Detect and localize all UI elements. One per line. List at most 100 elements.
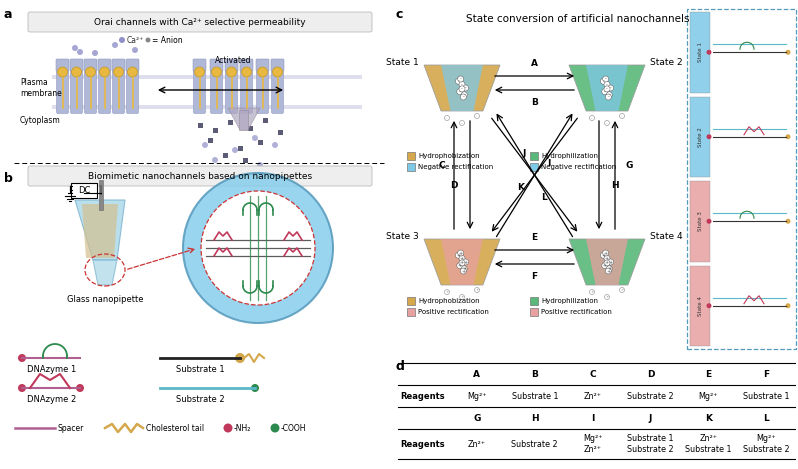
Text: -: - (463, 94, 464, 99)
Bar (243, 158, 247, 162)
Bar (690, 97, 710, 177)
Text: Mg²⁺
Zn²⁺: Mg²⁺ Zn²⁺ (583, 434, 602, 454)
Text: a: a (4, 8, 13, 21)
Polygon shape (424, 65, 500, 111)
Text: -: - (446, 116, 448, 120)
Circle shape (590, 289, 595, 295)
Text: State 2: State 2 (650, 58, 682, 67)
FancyBboxPatch shape (28, 12, 372, 32)
Circle shape (602, 76, 609, 82)
Text: +: + (461, 268, 465, 273)
Text: -: - (591, 116, 593, 120)
Circle shape (619, 287, 625, 293)
Polygon shape (569, 65, 645, 111)
Circle shape (460, 94, 466, 100)
FancyBboxPatch shape (271, 59, 284, 71)
Circle shape (706, 303, 712, 308)
Circle shape (459, 260, 465, 266)
Bar (197, 122, 203, 128)
FancyBboxPatch shape (113, 65, 124, 113)
Text: J: J (523, 149, 526, 158)
Text: K: K (705, 414, 712, 423)
Text: -: - (461, 86, 463, 91)
Circle shape (444, 289, 449, 295)
Bar (100, 185, 102, 195)
Circle shape (590, 115, 595, 121)
Circle shape (785, 134, 791, 139)
Polygon shape (424, 239, 500, 285)
Text: Ca²⁺: Ca²⁺ (127, 36, 144, 45)
Text: -: - (605, 76, 606, 82)
Polygon shape (228, 108, 260, 130)
Text: -: - (464, 85, 467, 91)
Text: -: - (606, 82, 608, 87)
Circle shape (604, 256, 610, 261)
FancyBboxPatch shape (225, 59, 238, 71)
Circle shape (128, 67, 137, 77)
Text: D: D (646, 370, 654, 378)
Text: Zn²⁺
Substrate 1: Zn²⁺ Substrate 1 (685, 434, 732, 454)
Circle shape (92, 50, 98, 56)
Circle shape (72, 45, 78, 51)
FancyBboxPatch shape (71, 183, 97, 198)
Text: Hydrophobization: Hydrophobization (418, 153, 480, 159)
FancyBboxPatch shape (112, 59, 125, 71)
Circle shape (607, 85, 614, 91)
Circle shape (460, 295, 464, 300)
Circle shape (785, 50, 791, 55)
Bar (207, 137, 212, 143)
Bar (99, 180, 103, 210)
Text: Cytoplasm: Cytoplasm (20, 115, 61, 124)
FancyBboxPatch shape (256, 65, 268, 113)
Text: C: C (589, 370, 596, 378)
FancyBboxPatch shape (127, 65, 139, 113)
Text: +: + (458, 263, 462, 268)
Bar (278, 129, 282, 135)
Text: State 4: State 4 (650, 232, 682, 241)
Text: A: A (473, 370, 480, 378)
Circle shape (602, 250, 609, 256)
Circle shape (459, 86, 465, 92)
Text: I: I (547, 159, 550, 167)
Text: State 2: State 2 (697, 127, 702, 147)
Text: +: + (445, 290, 448, 294)
Circle shape (132, 47, 138, 53)
Circle shape (227, 67, 236, 77)
Circle shape (100, 67, 109, 77)
Text: -: - (606, 121, 608, 125)
Text: -: - (464, 92, 465, 97)
Circle shape (77, 49, 83, 55)
Text: -: - (607, 94, 609, 99)
Text: B: B (531, 98, 538, 107)
Text: F: F (763, 370, 769, 378)
Text: State 1: State 1 (697, 42, 702, 62)
Text: c: c (396, 8, 403, 21)
Text: Reagents: Reagents (401, 392, 445, 401)
Text: -: - (461, 82, 463, 87)
Circle shape (600, 78, 606, 84)
Text: +: + (606, 268, 610, 273)
FancyBboxPatch shape (84, 59, 97, 71)
Circle shape (223, 424, 232, 432)
Text: d: d (396, 360, 405, 373)
FancyBboxPatch shape (240, 59, 253, 71)
Bar (52, 105, 362, 109)
Circle shape (604, 86, 610, 92)
Text: +: + (602, 253, 606, 258)
Bar (530, 297, 538, 305)
Text: +: + (460, 260, 464, 265)
Text: Negative rectification: Negative rectification (541, 164, 616, 170)
Circle shape (605, 121, 610, 126)
Circle shape (456, 89, 463, 95)
Text: E: E (705, 370, 711, 378)
Bar (52, 75, 362, 79)
FancyBboxPatch shape (56, 59, 69, 71)
Bar (239, 110, 248, 130)
Text: +: + (605, 256, 609, 261)
Text: DNAzyme 1: DNAzyme 1 (27, 365, 77, 374)
Circle shape (456, 263, 463, 269)
Bar (530, 163, 538, 171)
Text: G: G (626, 160, 633, 169)
Text: +: + (609, 259, 613, 265)
Circle shape (460, 121, 464, 126)
